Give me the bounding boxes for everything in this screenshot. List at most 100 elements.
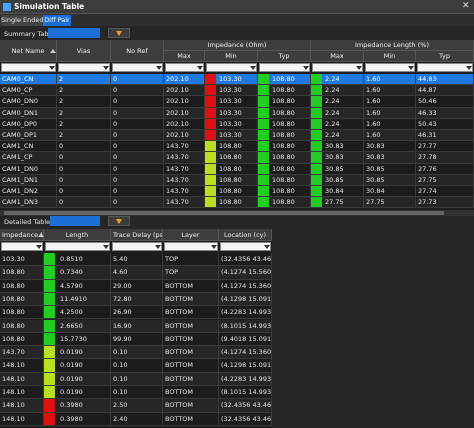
- table-cell: 0.0190: [44, 372, 111, 386]
- filter-input[interactable]: [259, 63, 310, 72]
- summary-dropdown[interactable]: [48, 28, 100, 38]
- table-cell: 30.85: [364, 174, 416, 186]
- table-cell: (9.4018 15.0915)...: [219, 332, 272, 347]
- table-cell: 2: [57, 74, 111, 86]
- header: Layer: [163, 229, 219, 241]
- table-cell: 2: [57, 118, 111, 130]
- table-cell: 15.7730: [44, 332, 111, 347]
- filter-input[interactable]: [365, 63, 415, 72]
- table-cell: 0: [111, 130, 164, 142]
- header: Max: [311, 51, 364, 62]
- table-cell: 108.80: [205, 186, 258, 198]
- table-cell: 30.85: [311, 174, 364, 186]
- table-cell: CAM0_DP0: [0, 118, 57, 130]
- filter-input[interactable]: [112, 63, 163, 72]
- dropdown-arrow: [211, 245, 217, 249]
- table-cell: 27.77: [416, 141, 474, 153]
- table-cell: 2.24: [311, 118, 364, 130]
- table-cell: 50.46: [416, 96, 474, 108]
- header: Min: [205, 51, 258, 62]
- window-title: Simulation Table: [14, 2, 85, 11]
- table-cell: 30.84: [311, 186, 364, 198]
- table-cell: 143.70: [164, 174, 205, 186]
- header: Typ: [416, 51, 474, 62]
- table-cell: 30.83: [311, 141, 364, 153]
- table-cell: 0: [111, 74, 164, 86]
- table-cell: 46.31: [416, 130, 474, 142]
- table-cell: CAM1_DN1: [0, 174, 57, 186]
- close-button[interactable]: ✕: [462, 1, 470, 11]
- table-cell: 4.2500: [44, 306, 111, 320]
- table-cell: 108.80: [258, 163, 311, 175]
- table-cell: 143.70: [164, 141, 205, 153]
- table-cell: 30.85: [364, 163, 416, 175]
- table-cell: 0.0190: [44, 346, 111, 360]
- table-cell: 108.80: [258, 85, 311, 97]
- table-cell: (4.1274 15.3602)...: [219, 279, 272, 293]
- table-cell: 103.30: [205, 96, 258, 108]
- table-cell: CAM0_CP: [0, 85, 57, 97]
- table-cell: 108.80: [258, 130, 311, 142]
- table-cell: (32.4356 43.4615...: [219, 412, 272, 426]
- table-cell: 0: [111, 141, 164, 153]
- summary-table: Net Name Vias No Ref Impedance (Ohm) Impedan…: [0, 40, 474, 210]
- table-cell: 108.80: [205, 163, 258, 175]
- header-group: Impedance (Ohm): [164, 40, 311, 51]
- filter-input[interactable]: [417, 63, 473, 72]
- filter-input[interactable]: [220, 242, 271, 251]
- table-cell: BOTTOM: [163, 279, 219, 293]
- table-cell: BOTTOM: [163, 346, 219, 360]
- table-cell: 0.10: [111, 386, 163, 400]
- filter-input[interactable]: [112, 242, 162, 251]
- table-cell: 0: [57, 152, 111, 164]
- table-cell: 30.83: [311, 152, 364, 164]
- table-cell: 103.30: [205, 74, 258, 86]
- filter-input[interactable]: [1, 63, 56, 72]
- table-cell: 0.10: [111, 372, 163, 386]
- tab[interactable]: Single Ended: [1, 15, 43, 26]
- table-cell: CAM1_DN3: [0, 197, 57, 209]
- filter-input[interactable]: [165, 63, 204, 72]
- table-cell: 0: [111, 197, 164, 209]
- detail-dropdown[interactable]: [50, 216, 100, 226]
- dropdown-arrow: [49, 66, 55, 70]
- table-cell: 108.80: [0, 319, 44, 333]
- scrollbar[interactable]: [0, 210, 474, 216]
- table-cell: (8.1015 14.9930)...: [219, 386, 272, 400]
- table-cell: 202.10: [164, 118, 205, 130]
- table-cell: 202.10: [164, 96, 205, 108]
- filter-input[interactable]: [164, 242, 218, 251]
- table-cell: (4.2283 14.9930)...: [219, 306, 272, 320]
- table-cell: 2.24: [311, 74, 364, 86]
- table-cell: 0.0190: [44, 386, 111, 400]
- filter-input[interactable]: [45, 242, 110, 251]
- table-cell: 108.80: [258, 74, 311, 86]
- filter-input[interactable]: [1, 242, 43, 251]
- table-cell: TOP: [163, 253, 219, 267]
- filter-input[interactable]: [312, 63, 363, 72]
- filter-input[interactable]: [58, 63, 110, 72]
- table-cell: 148.10: [0, 359, 44, 373]
- header: Location (cy): [219, 229, 272, 241]
- table-cell: 0: [111, 174, 164, 186]
- table-cell: 30.84: [364, 186, 416, 198]
- table-cell: 29.00: [111, 279, 163, 293]
- tab-active[interactable]: Diff Pair: [43, 15, 71, 26]
- sort-arrow: [50, 49, 56, 53]
- table-cell: CAM0_CN: [0, 74, 57, 86]
- filter-input[interactable]: [206, 63, 257, 72]
- header: Typ: [258, 51, 311, 62]
- filter-button[interactable]: [108, 216, 130, 226]
- table-cell: (8.1015 14.9930)...: [219, 319, 272, 333]
- table-cell: 2: [57, 130, 111, 142]
- table-cell: BOTTOM: [163, 412, 219, 426]
- table-cell: 0.7340: [44, 266, 111, 280]
- table-cell: 0: [111, 107, 164, 119]
- table-cell: 27.75: [416, 174, 474, 186]
- table-cell: BOTTOM: [163, 292, 219, 307]
- dropdown-arrow: [250, 66, 256, 70]
- table-cell: 5.40: [111, 253, 163, 267]
- filter-button[interactable]: [108, 28, 130, 38]
- table-cell: BOTTOM: [163, 319, 219, 333]
- title-bar: Simulation Table ✕: [0, 0, 474, 14]
